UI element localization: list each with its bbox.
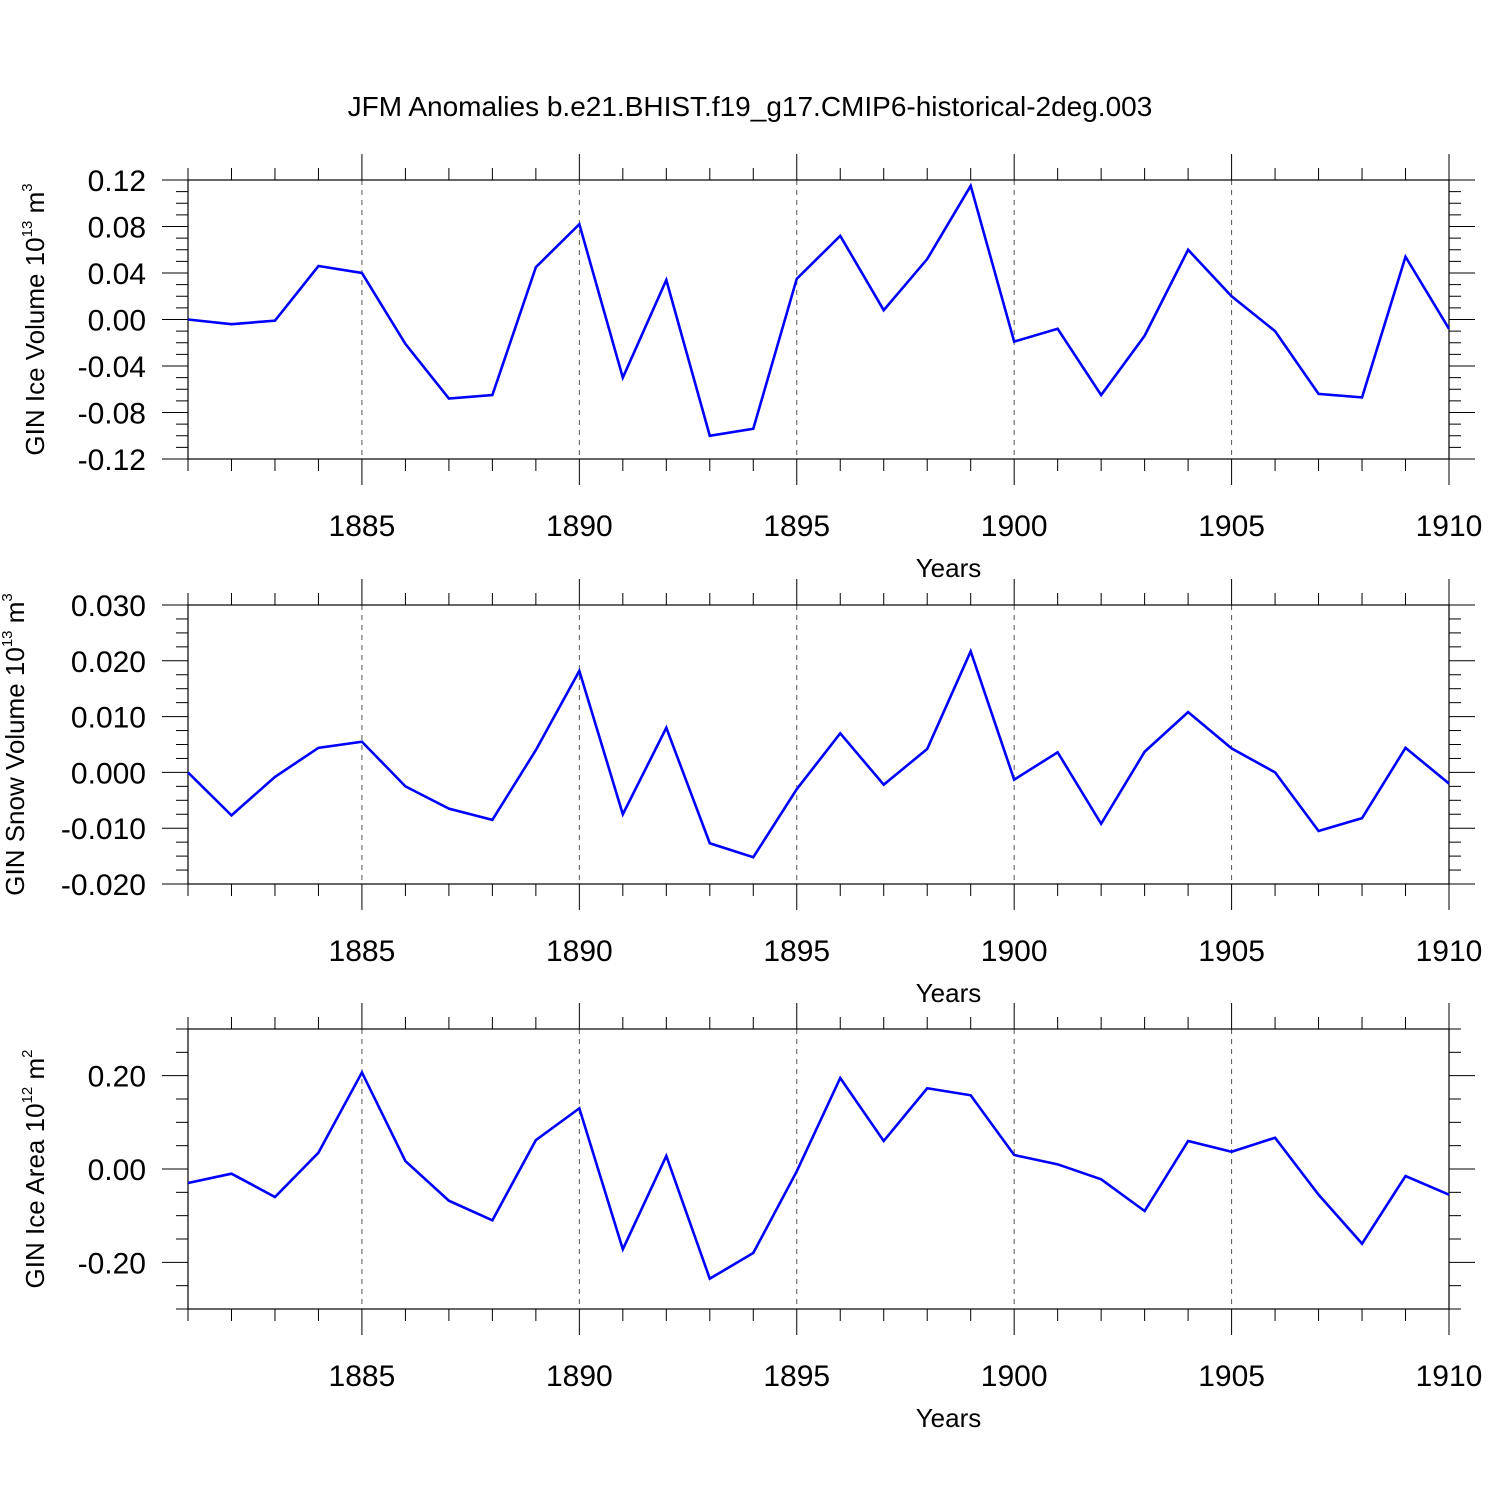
x-tick-label: 1910: [1416, 935, 1483, 968]
y-tick-label: 0.20: [88, 1061, 146, 1094]
x-tick-label: 1900: [981, 1360, 1048, 1393]
x-tick-label: 1895: [763, 510, 830, 543]
x-tick-label: 1900: [981, 935, 1048, 968]
series-line: [187, 647, 1450, 859]
y-axis-label: GIN Ice Volume 1013 m3: [19, 183, 50, 455]
x-axis-label: Years: [916, 553, 982, 583]
y-tick-label: 0.00: [88, 305, 146, 338]
y-tick-label: 0.08: [88, 212, 146, 245]
panel-2: -0.020 -0.010 0.000 0.010 0.020 0.030 1885 1890…: [0, 579, 1482, 1008]
panels: -0.12 -0.08 -0.04 0.00 0.04 0.08 0.12 1885 1890 1…: [0, 154, 1482, 1433]
y-axis-label: GIN Ice Area 1012 m2: [19, 1050, 50, 1289]
y-tick-label: 0.010: [71, 702, 146, 735]
y-tick-label: 0.030: [71, 590, 146, 623]
y-tick-label: 0.04: [88, 258, 146, 291]
x-tick-label: 1905: [1198, 510, 1265, 543]
y-tick-label: -0.20: [78, 1247, 146, 1280]
panel-1: -0.12 -0.08 -0.04 0.00 0.04 0.08 0.12 1885 1890 1…: [19, 154, 1482, 583]
x-tick-label: 1910: [1416, 1360, 1483, 1393]
y-tick-label: 0.12: [88, 165, 146, 198]
y-tick-label: -0.12: [78, 444, 146, 477]
y-tick-label: -0.08: [78, 398, 146, 431]
x-tick-label: 1895: [763, 1360, 830, 1393]
x-tick-label: 1885: [329, 510, 396, 543]
y-tick-label: 0.00: [88, 1154, 146, 1187]
y-axis-label: GIN Snow Volume 1013 m3: [0, 593, 30, 896]
x-tick-label: 1910: [1416, 510, 1483, 543]
y-tick-label: -0.020: [61, 869, 146, 902]
chart-title: JFM Anomalies b.e21.BHIST.f19_g17.CMIP6-…: [348, 91, 1153, 122]
x-tick-label: 1905: [1198, 1360, 1265, 1393]
x-axis-label: Years: [916, 1403, 982, 1433]
x-tick-label: 1885: [329, 935, 396, 968]
y-tick-label: -0.04: [78, 351, 146, 384]
x-axis-label: Years: [916, 978, 982, 1008]
y-tick-label: 0.020: [71, 646, 146, 679]
x-tick-label: 1905: [1198, 935, 1265, 968]
y-tick-label: 0.000: [71, 757, 146, 790]
x-tick-label: 1890: [546, 510, 613, 543]
y-tick-label: -0.010: [61, 813, 146, 846]
x-tick-label: 1900: [981, 510, 1048, 543]
x-tick-label: 1885: [329, 1360, 396, 1393]
x-tick-label: 1890: [546, 935, 613, 968]
x-tick-label: 1895: [763, 935, 830, 968]
series-line: [187, 1069, 1450, 1281]
x-tick-label: 1890: [546, 1360, 613, 1393]
panel-3: -0.20 0.00 0.20 1885 1890 1895 1900 1905 1910 Yea…: [19, 1003, 1482, 1433]
series-line: [187, 182, 1451, 438]
